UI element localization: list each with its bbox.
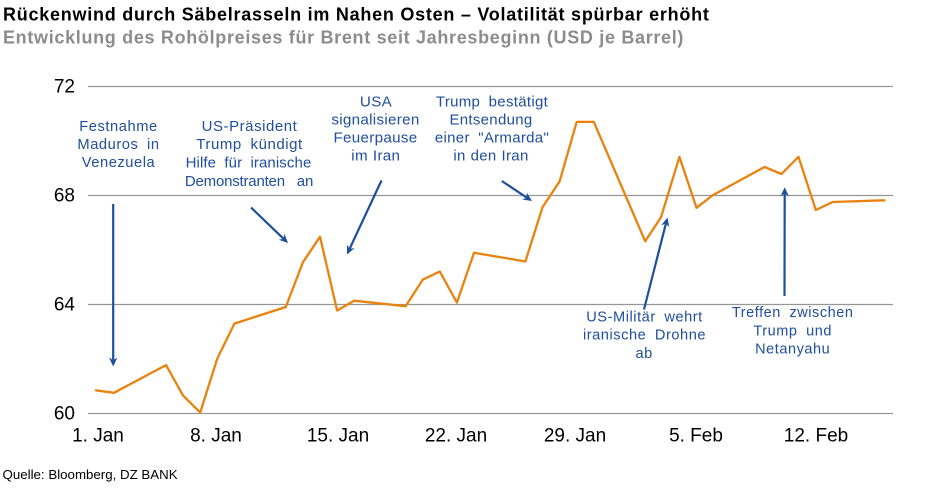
svg-text:68: 68 [54,186,75,207]
svg-text:USA: USA [360,94,393,111]
svg-text:Rückenwind durch Säbelrasseln: Rückenwind durch Säbelrasseln im Nahen O… [3,5,710,25]
svg-text:Treffen zwischen: Treffen zwischen [732,305,854,321]
svg-text:5. Feb: 5. Feb [669,426,723,447]
svg-text:Hilfe für iranische: Hilfe für iranische [186,155,312,172]
svg-text:in den Iran: in den Iran [453,148,528,165]
svg-text:Entwicklung des Rohölpreises f: Entwicklung des Rohölpreises für Brent s… [3,28,684,48]
svg-text:22. Jan: 22. Jan [425,426,487,447]
svg-text:Demonstranten an: Demonstranten an [185,173,313,190]
svg-text:60: 60 [54,404,75,425]
svg-text:29. Jan: 29. Jan [544,426,606,447]
svg-text:Netanyahu: Netanyahu [755,341,830,357]
svg-text:72: 72 [54,77,75,98]
svg-text:Maduros in: Maduros in [77,137,159,153]
svg-text:Festnahme: Festnahme [79,119,157,135]
svg-text:einer "Armarda": einer "Armarda" [435,130,549,147]
svg-text:signalisieren: signalisieren [331,112,419,129]
svg-text:ab: ab [636,346,653,362]
svg-text:Trump bestätigt: Trump bestätigt [436,94,549,111]
svg-text:64: 64 [54,295,76,316]
svg-text:1. Jan: 1. Jan [72,426,124,447]
svg-text:Quelle: Bloomberg, DZ BANK: Quelle: Bloomberg, DZ BANK [3,467,178,482]
svg-text:Trump kündigt: Trump kündigt [196,136,303,153]
svg-text:Entsendung: Entsendung [449,112,532,129]
svg-text:im Iran: im Iran [351,148,400,165]
svg-text:US-Militär wehrt: US-Militär wehrt [586,310,703,326]
svg-text:US-Präsident: US-Präsident [202,118,298,135]
svg-text:Venezuela: Venezuela [82,155,156,171]
svg-text:iranische Drohne: iranische Drohne [583,328,706,344]
svg-text:Trump und: Trump und [753,323,832,339]
svg-text:12. Feb: 12. Feb [784,426,848,447]
svg-text:8. Jan: 8. Jan [190,426,242,447]
svg-text:Feuerpause: Feuerpause [333,130,417,147]
svg-text:15. Jan: 15. Jan [307,426,369,447]
